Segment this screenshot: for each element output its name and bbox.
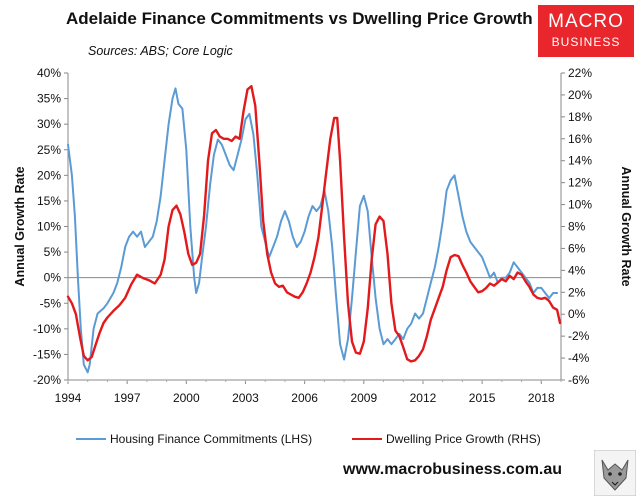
right-tick-label: 12% (568, 176, 592, 190)
chart-series (66, 85, 562, 374)
left-tick-label: -10% (33, 322, 61, 336)
chart-title: Adelaide Finance Commitments vs Dwelling… (66, 9, 533, 28)
chart-subtitle: Sources: ABS; Core Logic (88, 44, 233, 58)
right-tick-label: 8% (568, 220, 586, 234)
legend-label-lhs: Housing Finance Commitments (LHS) (110, 432, 313, 446)
legend-item-lhs: Housing Finance Commitments (LHS) (76, 432, 312, 446)
left-tick-label: -20% (33, 373, 61, 387)
left-tick-label: 20% (37, 168, 61, 182)
y-axis-label-left: Annual Growth Rate (13, 166, 27, 286)
macrobusiness-logo: MACRO BUSINESS (538, 5, 634, 57)
right-tick-label: 4% (568, 263, 586, 277)
legend-swatch-lhs (76, 438, 106, 440)
logo-line-1: MACRO (548, 11, 624, 32)
chart-axes (64, 72, 565, 384)
right-tick-label: 16% (568, 132, 592, 146)
left-tick-label: 35% (37, 92, 61, 106)
left-tick-label: 40% (37, 66, 61, 80)
right-tick-label: 20% (568, 88, 592, 102)
x-tick-label: 1997 (114, 391, 141, 405)
left-tick-label: 10% (37, 220, 61, 234)
y-axis-label-right: Annual Growth Rate (619, 166, 633, 286)
wolf-logo-icon (594, 450, 636, 496)
website-url: www.macrobusiness.com.au (343, 461, 563, 478)
right-tick-label: -6% (568, 373, 590, 387)
left-tick-label: 5% (44, 245, 62, 259)
chart-ticks: 40% 35% 30% 25% 20% 15% 10% 5% 0% -5% -10% -15% -20%… (13, 66, 633, 405)
left-tick-label: 25% (37, 143, 61, 157)
right-tick-label: 0% (568, 307, 586, 321)
x-tick-label: 2000 (173, 391, 200, 405)
x-tick-label: 1994 (55, 391, 82, 405)
left-tick-label: -15% (33, 347, 61, 361)
x-tick-label: 2006 (291, 391, 318, 405)
left-tick-label: 30% (37, 117, 61, 131)
right-tick-label: 2% (568, 285, 586, 299)
right-tick-label: -4% (568, 351, 590, 365)
series-line-housing-finance (67, 87, 559, 374)
legend-item-rhs: Dwelling Price Growth (RHS) (352, 432, 541, 446)
x-tick-label: 2018 (528, 391, 555, 405)
left-tick-label: 15% (37, 194, 61, 208)
right-tick-label: 10% (568, 198, 592, 212)
legend-swatch-rhs (352, 438, 382, 440)
x-tick-label: 2015 (469, 391, 496, 405)
x-tick-label: 2003 (232, 391, 259, 405)
left-tick-label: 0% (44, 271, 62, 285)
legend-label-rhs: Dwelling Price Growth (RHS) (386, 432, 541, 446)
right-tick-label: 14% (568, 154, 592, 168)
x-tick-label: 2012 (410, 391, 437, 405)
right-tick-label: 6% (568, 241, 586, 255)
right-tick-label: 18% (568, 110, 592, 124)
logo-line-2: BUSINESS (551, 35, 621, 49)
right-tick-label: 22% (568, 66, 592, 80)
right-tick-label: -2% (568, 329, 590, 343)
series-line-dwelling-price (66, 85, 562, 363)
x-tick-label: 2009 (350, 391, 377, 405)
left-tick-label: -5% (40, 296, 62, 310)
